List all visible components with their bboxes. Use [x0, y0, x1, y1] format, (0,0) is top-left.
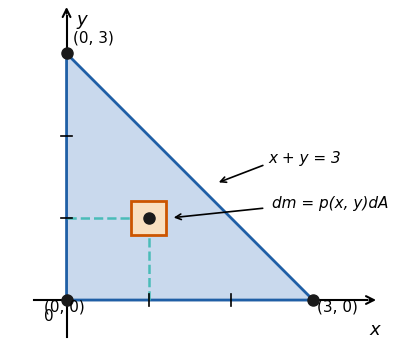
Bar — [131, 201, 166, 235]
Text: x + y = 3: x + y = 3 — [268, 151, 341, 166]
Text: (0, 3): (0, 3) — [73, 30, 114, 45]
Text: (0, 0): (0, 0) — [43, 300, 84, 315]
Text: y: y — [76, 11, 87, 29]
Text: 0: 0 — [44, 309, 53, 324]
Text: (3, 0): (3, 0) — [317, 300, 358, 315]
Text: dm = p(x, y)dA: dm = p(x, y)dA — [272, 196, 388, 211]
Text: x: x — [369, 321, 380, 339]
Polygon shape — [67, 53, 313, 300]
